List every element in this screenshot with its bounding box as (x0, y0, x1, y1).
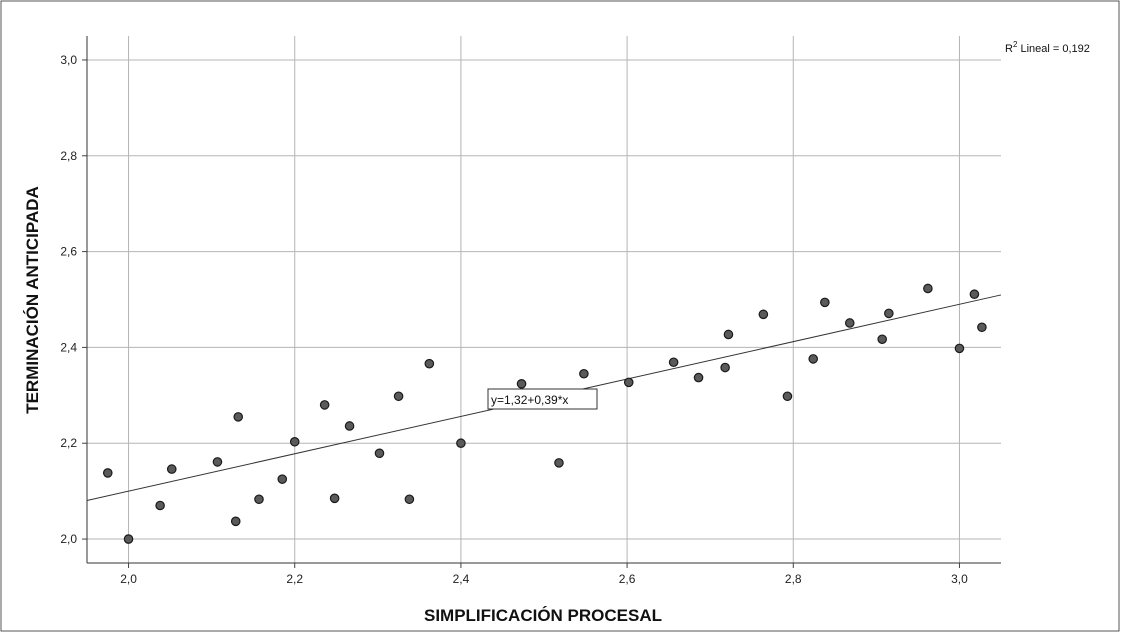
data-point (374, 448, 385, 459)
data-point (289, 436, 300, 447)
data-point (277, 474, 288, 484)
data-point (404, 494, 415, 505)
y-tick-label: 3,0 (60, 53, 77, 67)
tick-labels: 2,0 2,2 2,4 2,6 2,8 3,0 2,0 2,2 2,4 2,6 2,8 3,0 (60, 53, 968, 586)
x-tick-label: 2,6 (619, 572, 636, 586)
data-point (923, 283, 933, 294)
data-point (820, 297, 830, 308)
x-tick-label: 2,0 (120, 572, 137, 586)
data-point (579, 368, 589, 379)
data-point (456, 438, 466, 449)
r2-superscript: 2 (1013, 40, 1018, 49)
x-tick-label: 2,8 (785, 572, 802, 586)
data-point (720, 362, 730, 373)
data-point (516, 379, 527, 389)
x-tick-label: 2,4 (453, 572, 470, 586)
y-tick-label: 2,8 (60, 149, 77, 163)
grid (87, 36, 1001, 563)
data-point (230, 516, 241, 527)
data-point (877, 334, 887, 345)
data-point (554, 458, 564, 468)
data-point (758, 309, 769, 320)
data-point (884, 308, 894, 319)
y-tick-label: 2,4 (60, 340, 77, 354)
x-axis-title: SIMPLIFICACIÓN PROCESAL (424, 606, 662, 625)
data-point (623, 377, 634, 388)
data-point (155, 500, 165, 511)
data-point (808, 354, 819, 364)
data-point (977, 322, 987, 333)
data-point (212, 457, 223, 467)
r2-text: Lineal = 0,192 (1017, 43, 1089, 55)
fit-equation-frame (487, 388, 598, 410)
data-point (329, 493, 340, 504)
data-point (424, 358, 435, 369)
data-point (844, 318, 855, 328)
fit-equation-box: y=1,32+0,39*x (487, 388, 598, 410)
data-point (782, 391, 793, 402)
data-point (102, 468, 113, 478)
data-point (723, 329, 734, 340)
x-tick-label: 3,0 (951, 572, 968, 586)
data-point (166, 464, 177, 474)
r2-prefix: R (1005, 43, 1013, 55)
y-tick-label: 2,2 (60, 436, 77, 450)
data-point (233, 412, 244, 422)
data-point (254, 494, 264, 505)
fit-equation-label: y=1,32+0,39*x (491, 393, 568, 407)
y-tick-label: 2,0 (60, 532, 77, 546)
r2-annotation: R2 Lineal = 0,192 (1005, 40, 1090, 55)
y-axis-title: TERMINACIÓN ANTICIPADA (23, 186, 42, 414)
data-point (393, 391, 404, 402)
axes (82, 36, 1001, 568)
data-point (693, 372, 704, 383)
data-point (954, 343, 965, 354)
data-points (102, 283, 987, 544)
data-point (969, 289, 980, 300)
y-tick-label: 2,6 (60, 245, 77, 259)
data-point (123, 534, 134, 544)
x-tick-label: 2,2 (286, 572, 303, 586)
data-point (344, 421, 355, 431)
data-point (319, 400, 330, 410)
data-point (668, 357, 679, 368)
